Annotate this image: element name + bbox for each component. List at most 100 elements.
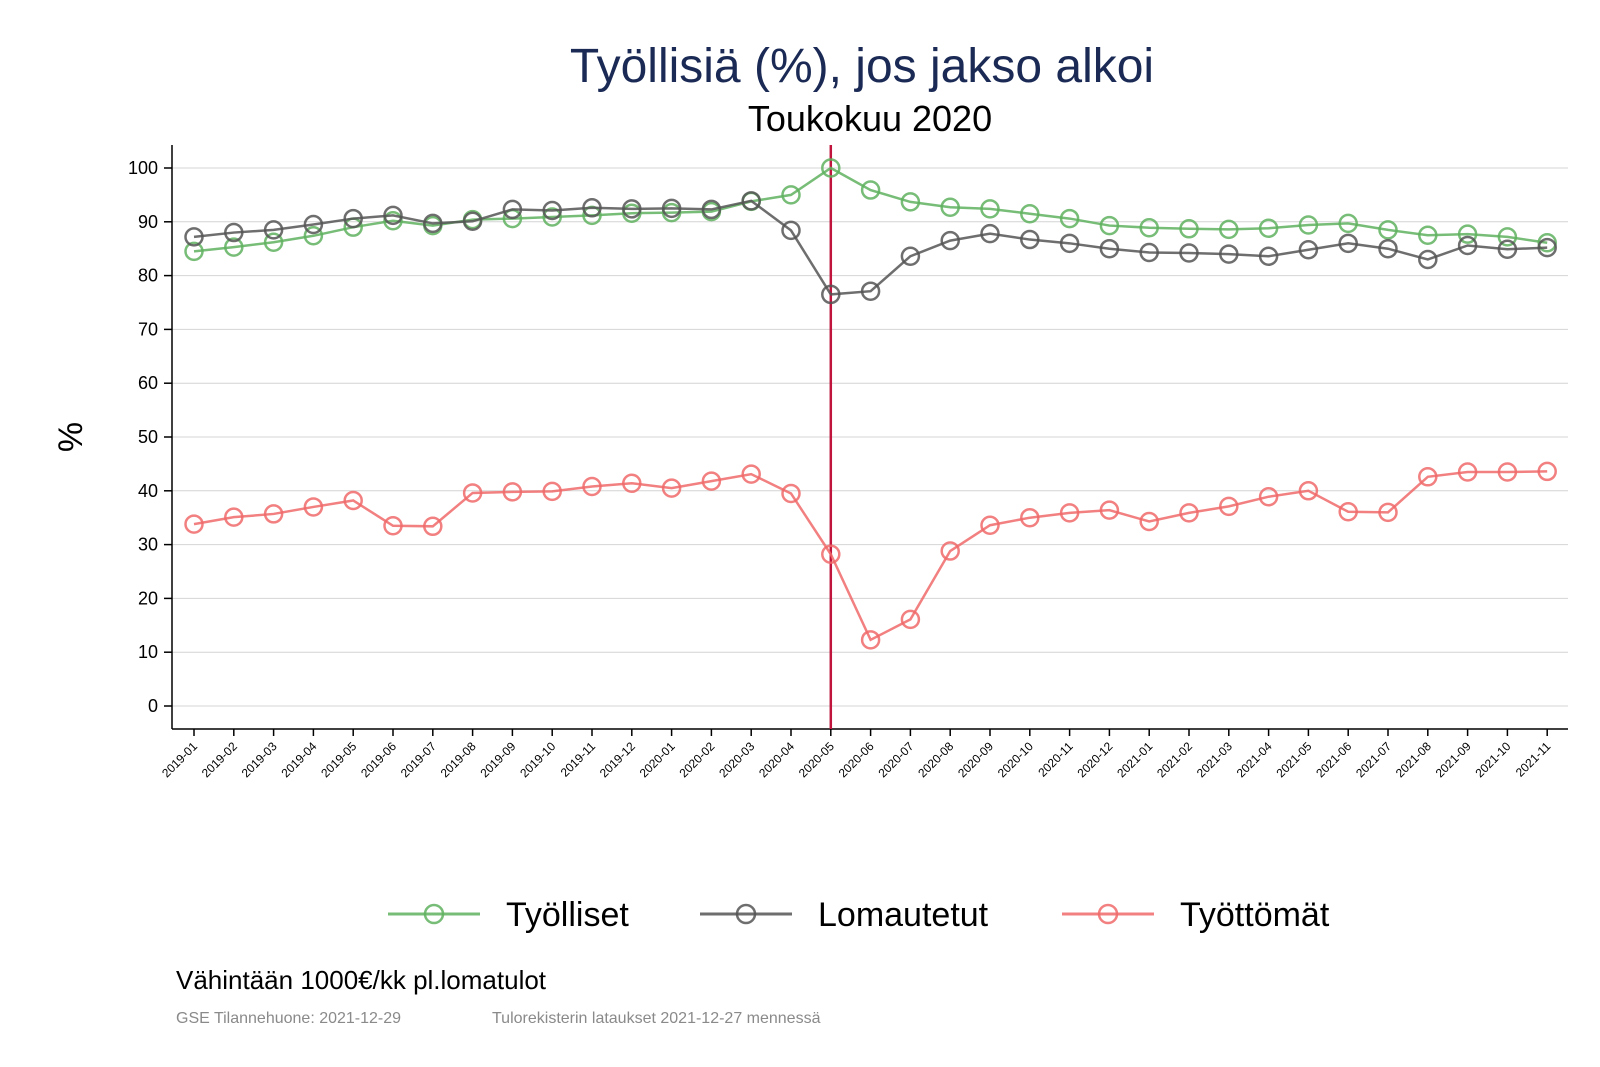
x-tick-label: 2020-02 bbox=[676, 739, 717, 780]
data-point bbox=[1298, 240, 1319, 260]
footer-source-left: GSE Tilannehuone: 2021-12-29 bbox=[176, 1010, 401, 1027]
x-tick-label: 2020-08 bbox=[915, 739, 956, 780]
data-point bbox=[1219, 219, 1239, 240]
legend-item: Työttömät bbox=[1062, 896, 1330, 934]
data-point bbox=[1298, 481, 1319, 501]
x-tick-label: 2019-03 bbox=[239, 739, 280, 780]
data-point bbox=[1418, 467, 1438, 487]
x-tick-label: 2019-08 bbox=[438, 739, 479, 780]
x-tick-label: 2020-01 bbox=[637, 739, 678, 780]
chart-subtitle: Toukokuu 2020 bbox=[748, 98, 992, 139]
data-point bbox=[224, 237, 244, 257]
series-line bbox=[193, 199, 1548, 296]
x-tick-label: 2019-11 bbox=[558, 739, 599, 780]
data-point bbox=[900, 609, 921, 630]
data-point bbox=[1537, 461, 1557, 482]
data-point bbox=[1497, 239, 1518, 259]
data-point bbox=[1139, 242, 1159, 263]
data-point bbox=[1139, 511, 1159, 532]
data-point bbox=[184, 227, 204, 247]
x-tick-label: 2021-07 bbox=[1353, 739, 1394, 780]
data-point bbox=[860, 180, 881, 200]
y-tick-label: 40 bbox=[138, 481, 158, 501]
data-point bbox=[1219, 244, 1239, 264]
x-tick-label: 2020-04 bbox=[756, 739, 797, 780]
y-tick-label: 0 bbox=[148, 696, 158, 716]
y-tick-label: 100 bbox=[128, 158, 158, 178]
data-point bbox=[542, 481, 562, 502]
data-point bbox=[582, 198, 602, 218]
data-point bbox=[1537, 237, 1557, 258]
x-tick-label: 2021-11 bbox=[1513, 739, 1554, 780]
gridlines bbox=[172, 167, 1568, 707]
x-tick-label: 2019-02 bbox=[199, 739, 240, 780]
x-tick-label: 2020-07 bbox=[875, 739, 916, 780]
chart-title: Työllisiä (%), jos jakso alkoi bbox=[570, 40, 1154, 93]
data-point bbox=[821, 544, 841, 565]
data-point bbox=[1219, 496, 1239, 517]
data-point bbox=[184, 514, 204, 534]
data-point bbox=[462, 211, 483, 232]
data-point bbox=[383, 205, 403, 226]
data-point bbox=[1378, 220, 1398, 240]
data-point bbox=[980, 223, 1000, 244]
series-line bbox=[193, 166, 1548, 253]
data-point bbox=[1258, 218, 1279, 239]
data-point bbox=[900, 246, 921, 266]
x-tick-label: 2021-10 bbox=[1472, 739, 1513, 780]
data-point bbox=[661, 478, 682, 498]
y-axis-label: % bbox=[52, 422, 90, 452]
footer-note: Vähintään 1000€/kk pl.lomatulot bbox=[176, 965, 547, 995]
data-point bbox=[542, 200, 562, 221]
x-axis: 2019-012019-022019-032019-042019-052019-… bbox=[159, 728, 1568, 780]
data-point bbox=[781, 185, 801, 205]
legend-item: Lomautetut bbox=[700, 896, 989, 934]
y-tick-label: 20 bbox=[138, 588, 158, 608]
y-tick-label: 60 bbox=[138, 373, 158, 393]
data-point bbox=[502, 199, 523, 220]
data-point bbox=[383, 210, 403, 231]
x-tick-label: 2021-09 bbox=[1433, 739, 1474, 780]
x-tick-label: 2019-06 bbox=[358, 739, 399, 780]
data-point bbox=[1099, 500, 1120, 520]
data-point bbox=[263, 232, 284, 252]
x-tick-label: 2021-03 bbox=[1194, 739, 1235, 780]
data-point bbox=[1457, 224, 1478, 244]
series-group bbox=[184, 158, 1557, 650]
y-tick-label: 70 bbox=[138, 319, 158, 339]
series-2 bbox=[184, 191, 1557, 305]
x-tick-label: 2021-01 bbox=[1114, 739, 1155, 780]
data-point bbox=[821, 284, 841, 305]
x-tick-label: 2020-03 bbox=[716, 739, 757, 780]
data-point bbox=[980, 199, 1000, 219]
x-tick-label: 2019-07 bbox=[398, 739, 439, 780]
x-tick-label: 2020-12 bbox=[1074, 739, 1115, 780]
data-point bbox=[343, 208, 363, 229]
data-point bbox=[1059, 233, 1080, 254]
data-point bbox=[343, 490, 363, 511]
y-tick-label: 50 bbox=[138, 427, 158, 447]
data-point bbox=[1338, 502, 1358, 522]
data-point bbox=[940, 230, 960, 251]
x-tick-label: 2021-08 bbox=[1393, 739, 1434, 780]
data-point bbox=[781, 220, 801, 241]
data-point bbox=[1298, 215, 1319, 235]
legend-marker bbox=[423, 903, 445, 925]
x-tick-label: 2019-09 bbox=[477, 739, 518, 780]
series-3 bbox=[184, 461, 1557, 650]
data-point bbox=[781, 483, 801, 504]
legend-item: Työlliset bbox=[388, 896, 629, 934]
data-point bbox=[1099, 215, 1120, 236]
legend-marker bbox=[1097, 903, 1119, 925]
x-tick-label: 2019-10 bbox=[517, 739, 558, 780]
data-point bbox=[1179, 503, 1199, 523]
data-point bbox=[1497, 227, 1518, 247]
data-point bbox=[1457, 462, 1478, 482]
data-point bbox=[1020, 507, 1040, 528]
y-axis: 0 10 20 30 40 50 60 70 80 90 100 bbox=[128, 145, 173, 729]
data-point bbox=[940, 541, 960, 561]
data-point bbox=[741, 464, 761, 484]
data-point bbox=[900, 192, 921, 212]
x-tick-label: 2019-04 bbox=[278, 739, 319, 780]
data-point bbox=[303, 497, 324, 517]
